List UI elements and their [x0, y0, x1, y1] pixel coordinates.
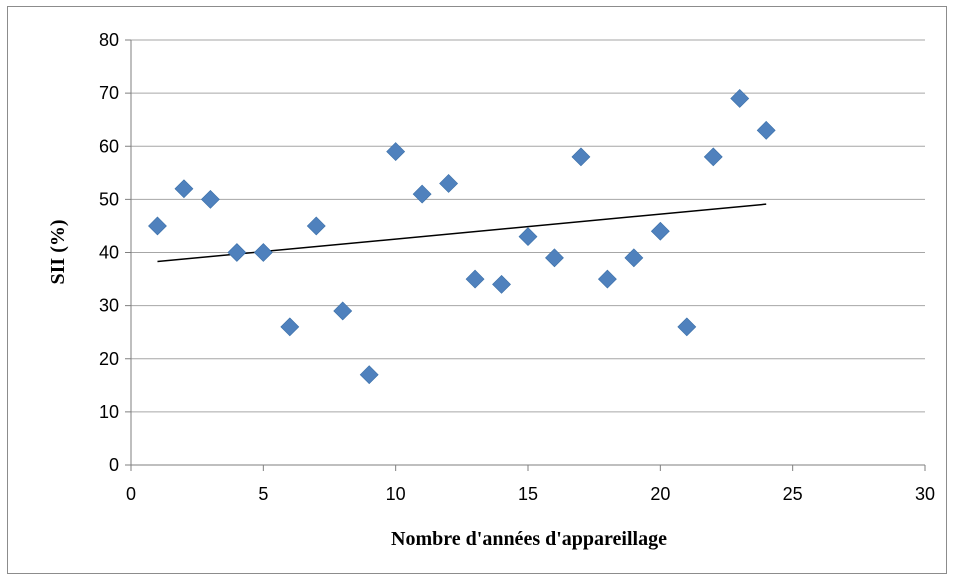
data-point-1	[174, 179, 194, 199]
data-point-15	[545, 248, 564, 268]
y-tick-label-4: 40	[99, 243, 119, 263]
data-point-21	[703, 147, 723, 167]
x-tick-label-0: 0	[126, 484, 136, 504]
data-points	[148, 89, 776, 385]
y-tick-label-0: 0	[109, 455, 119, 475]
data-point-17	[597, 269, 617, 289]
data-point-11	[439, 174, 459, 193]
y-tick-label-7: 70	[99, 83, 119, 103]
data-point-16	[571, 147, 591, 167]
data-point-8	[359, 365, 379, 385]
x-tick-label-4: 20	[650, 484, 670, 504]
data-point-9	[386, 142, 406, 161]
grid-lines	[131, 39, 925, 413]
data-point-2	[200, 189, 220, 209]
y-tick-labels: 0 10 20 30 40 50 60 70 80	[99, 30, 119, 475]
data-point-14	[518, 227, 538, 246]
y-tick-label-3: 30	[99, 296, 119, 316]
data-point-6	[306, 216, 326, 236]
data-point-23	[756, 120, 776, 140]
data-point-3	[227, 243, 247, 262]
x-tick-label-1: 5	[258, 484, 268, 504]
y-tick-label-2: 20	[99, 349, 119, 369]
data-point-4	[253, 243, 273, 262]
y-tick-label-5: 50	[99, 189, 119, 209]
x-tick-labels: 0 5 10 15 20 25 30	[126, 484, 935, 504]
y-tick-label-8: 80	[99, 30, 119, 50]
x-tick-label-2: 10	[386, 484, 406, 504]
axes	[125, 39, 926, 471]
y-tick-label-1: 10	[99, 402, 119, 422]
data-point-13	[492, 274, 511, 294]
data-point-12	[465, 269, 485, 289]
y-tick-label-6: 60	[99, 136, 119, 156]
chart-frame	[7, 6, 947, 574]
y-axis-title: SII (%)	[47, 219, 69, 284]
data-point-10	[412, 184, 432, 204]
x-tick-label-3: 15	[518, 484, 538, 504]
x-tick-label-5: 25	[783, 484, 803, 504]
data-point-18	[624, 248, 644, 268]
data-point-5	[280, 317, 300, 337]
x-axis-title: Nombre d'années d'appareillage	[391, 528, 667, 550]
data-point-20	[677, 317, 697, 337]
data-point-19	[650, 221, 670, 241]
x-tick-label-6: 30	[915, 484, 935, 504]
data-point-22	[730, 89, 750, 108]
data-point-7	[333, 301, 353, 321]
data-point-0	[148, 216, 167, 236]
